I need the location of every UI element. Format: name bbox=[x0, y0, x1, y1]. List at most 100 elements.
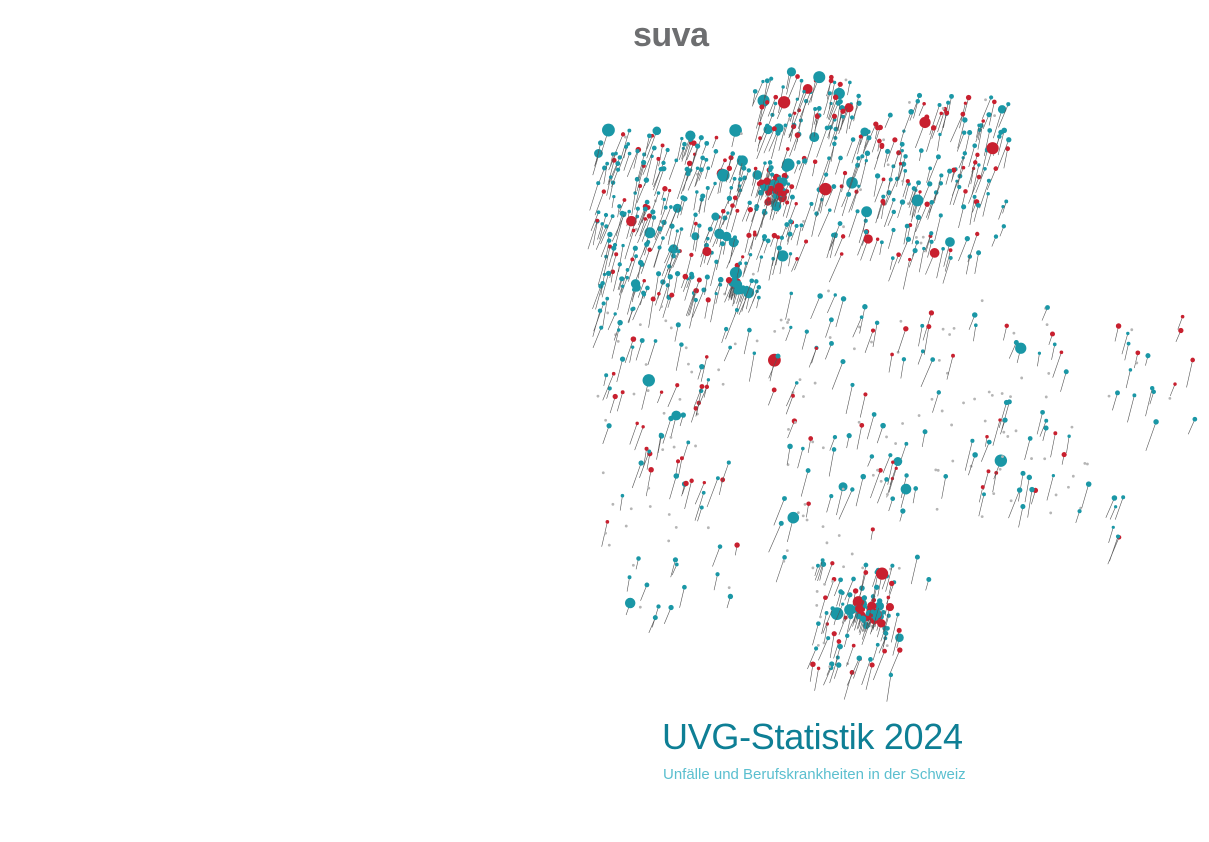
pin-stem bbox=[934, 215, 942, 241]
pin-head bbox=[697, 223, 702, 228]
pin-stem bbox=[1066, 436, 1070, 454]
dot bbox=[1130, 328, 1134, 332]
pin-head bbox=[748, 253, 753, 257]
pin-head bbox=[814, 114, 820, 120]
pin-stem bbox=[789, 135, 798, 157]
pin-head bbox=[620, 132, 626, 137]
dot bbox=[841, 487, 845, 491]
pin-head bbox=[713, 181, 717, 186]
dot bbox=[721, 382, 725, 386]
pin-stem bbox=[767, 97, 777, 117]
dot bbox=[647, 486, 651, 490]
pin-head bbox=[612, 393, 618, 400]
pin-head bbox=[982, 492, 986, 497]
pin-head bbox=[832, 434, 838, 440]
pin-stem bbox=[696, 390, 702, 415]
pin-head bbox=[639, 338, 645, 343]
dot bbox=[936, 468, 940, 472]
pin-stem bbox=[838, 489, 853, 520]
pin-head bbox=[881, 609, 886, 615]
dot bbox=[941, 327, 945, 331]
pin-stem bbox=[782, 191, 788, 206]
pin-head bbox=[842, 170, 848, 176]
pin-stem bbox=[787, 420, 795, 439]
pin-head bbox=[881, 177, 886, 182]
dot bbox=[604, 418, 608, 422]
pin-stem bbox=[771, 103, 776, 117]
pin-head bbox=[928, 310, 935, 316]
pin-head bbox=[746, 232, 752, 238]
dot bbox=[1070, 425, 1074, 429]
pin-stem bbox=[742, 263, 747, 278]
pin-head bbox=[778, 520, 784, 526]
pin-head bbox=[951, 353, 955, 358]
pin-stem bbox=[873, 651, 885, 681]
pin-stem bbox=[937, 134, 941, 151]
pin-head bbox=[667, 188, 672, 193]
pin-head bbox=[1085, 481, 1092, 487]
pin-stem bbox=[786, 382, 798, 407]
pin-head bbox=[747, 200, 752, 206]
dot bbox=[1045, 323, 1049, 327]
pin-head bbox=[866, 135, 872, 141]
pin-head bbox=[702, 481, 706, 485]
pin-head bbox=[1052, 342, 1057, 347]
pin-stem bbox=[1024, 438, 1031, 460]
pin-stem bbox=[920, 359, 933, 387]
pin-head bbox=[886, 595, 891, 600]
pin-head bbox=[647, 133, 652, 139]
pin-stem bbox=[697, 507, 703, 522]
pin-stem bbox=[681, 144, 685, 160]
pin-head bbox=[880, 198, 886, 204]
dot bbox=[1012, 331, 1016, 335]
pin-head bbox=[890, 352, 894, 357]
pin-head bbox=[682, 584, 687, 590]
pin-stem bbox=[644, 135, 650, 157]
pin-head bbox=[783, 123, 788, 128]
pin-head bbox=[970, 438, 975, 443]
pin-stem bbox=[992, 419, 1001, 446]
dot bbox=[632, 392, 636, 396]
pin-stem bbox=[672, 250, 681, 268]
pin-stem bbox=[601, 273, 609, 298]
pin-stem bbox=[967, 162, 976, 188]
pin-head bbox=[1043, 425, 1049, 431]
pin-stem bbox=[661, 249, 673, 277]
pin-head bbox=[914, 554, 920, 560]
pin-stem bbox=[971, 164, 980, 195]
pin-head bbox=[900, 148, 904, 153]
pin-head bbox=[714, 291, 718, 296]
pin-head bbox=[816, 563, 820, 568]
pin-head bbox=[887, 112, 893, 118]
pin-stem bbox=[929, 104, 940, 135]
dot bbox=[684, 346, 688, 350]
pin-head bbox=[765, 238, 771, 244]
pin-head bbox=[714, 259, 719, 265]
dot bbox=[934, 468, 938, 472]
pin-head bbox=[832, 94, 839, 101]
pin-stem bbox=[1145, 388, 1153, 417]
pin-head bbox=[641, 425, 645, 429]
pin-stem bbox=[762, 80, 768, 107]
dot bbox=[779, 318, 783, 322]
pin-stem bbox=[911, 217, 919, 245]
pin-stem bbox=[859, 394, 866, 418]
pin-stem bbox=[616, 359, 623, 383]
dot bbox=[739, 132, 743, 136]
pin-stem bbox=[998, 402, 1007, 429]
pin-stem bbox=[757, 125, 768, 146]
dot bbox=[727, 586, 731, 590]
pin-stem bbox=[897, 201, 903, 218]
dot bbox=[870, 340, 873, 344]
pin-head bbox=[840, 359, 846, 365]
pin-head bbox=[773, 101, 778, 106]
pin-head bbox=[645, 285, 650, 291]
pin-stem bbox=[685, 292, 695, 316]
pin-head bbox=[926, 576, 932, 582]
pin-stem bbox=[629, 423, 638, 445]
pin-head bbox=[938, 132, 942, 137]
pin-stem bbox=[826, 496, 832, 513]
pin-head bbox=[859, 615, 867, 622]
pin-head bbox=[753, 166, 758, 171]
